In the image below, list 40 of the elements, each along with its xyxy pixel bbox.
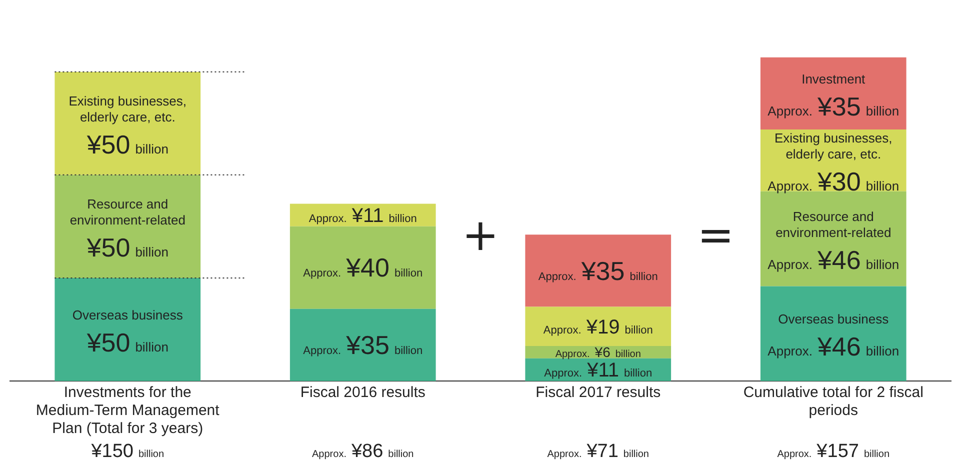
- annotation: +: [462, 210, 499, 260]
- data-label: Approx. ¥35 billion: [538, 256, 658, 286]
- data-label: Approx. ¥40 billion: [303, 252, 423, 283]
- x-tick-label: Fiscal 2016 results: [300, 384, 426, 402]
- data-label: Approx. ¥46 billion: [768, 332, 900, 362]
- bar: [760, 57, 906, 130]
- data-label: Approx. ¥35 billion: [768, 91, 900, 122]
- text: Approx. ¥86 billion: [312, 441, 414, 462]
- data-label: Approx. ¥6 billion: [555, 344, 641, 360]
- data-label: ¥50 billion: [86, 129, 168, 160]
- data-label: ¥50 billion: [86, 327, 168, 358]
- text: Approx. ¥71 billion: [547, 441, 649, 462]
- data-label: ¥50 billion: [86, 232, 168, 262]
- x-tick-label: Cumulative total for 2 fiscal periods: [743, 384, 924, 420]
- text: Overseas business: [72, 307, 183, 322]
- series-label: Existing businesses, elderly care, etc.: [774, 130, 892, 162]
- bar: [525, 306, 672, 346]
- text: ¥150 billion: [90, 441, 164, 462]
- data-label: Approx. ¥46 billion: [768, 244, 900, 275]
- bar: [54, 174, 201, 278]
- bar: [290, 226, 436, 309]
- bar: [525, 234, 672, 307]
- x-tick-label: Investments for the Medium-Term Management Plan (Total for 3 years): [36, 384, 220, 438]
- bar: [54, 72, 201, 175]
- annotation: =: [697, 210, 734, 260]
- series-label: Investment: [802, 71, 866, 86]
- data-label: Approx. ¥19 billion: [543, 316, 653, 338]
- text: Approx. ¥157 billion: [777, 441, 890, 462]
- bar: [54, 278, 201, 381]
- data-label: Approx. ¥30 billion: [768, 166, 900, 196]
- series-label: Resource and environment-related: [776, 208, 892, 240]
- bar: [760, 286, 906, 381]
- bar: [290, 308, 436, 381]
- series-label: Overseas business: [778, 312, 890, 327]
- data-label: Approx. ¥35 billion: [303, 330, 423, 360]
- data-label: Approx. ¥11 billion: [544, 360, 652, 382]
- text: Resource and environment-related: [70, 196, 186, 228]
- x-tick-label: Fiscal 2017 results: [536, 384, 661, 402]
- data-label: Approx. ¥11 billion: [308, 205, 417, 228]
- text: Existing businesses, elderly care, etc.: [68, 93, 187, 124]
